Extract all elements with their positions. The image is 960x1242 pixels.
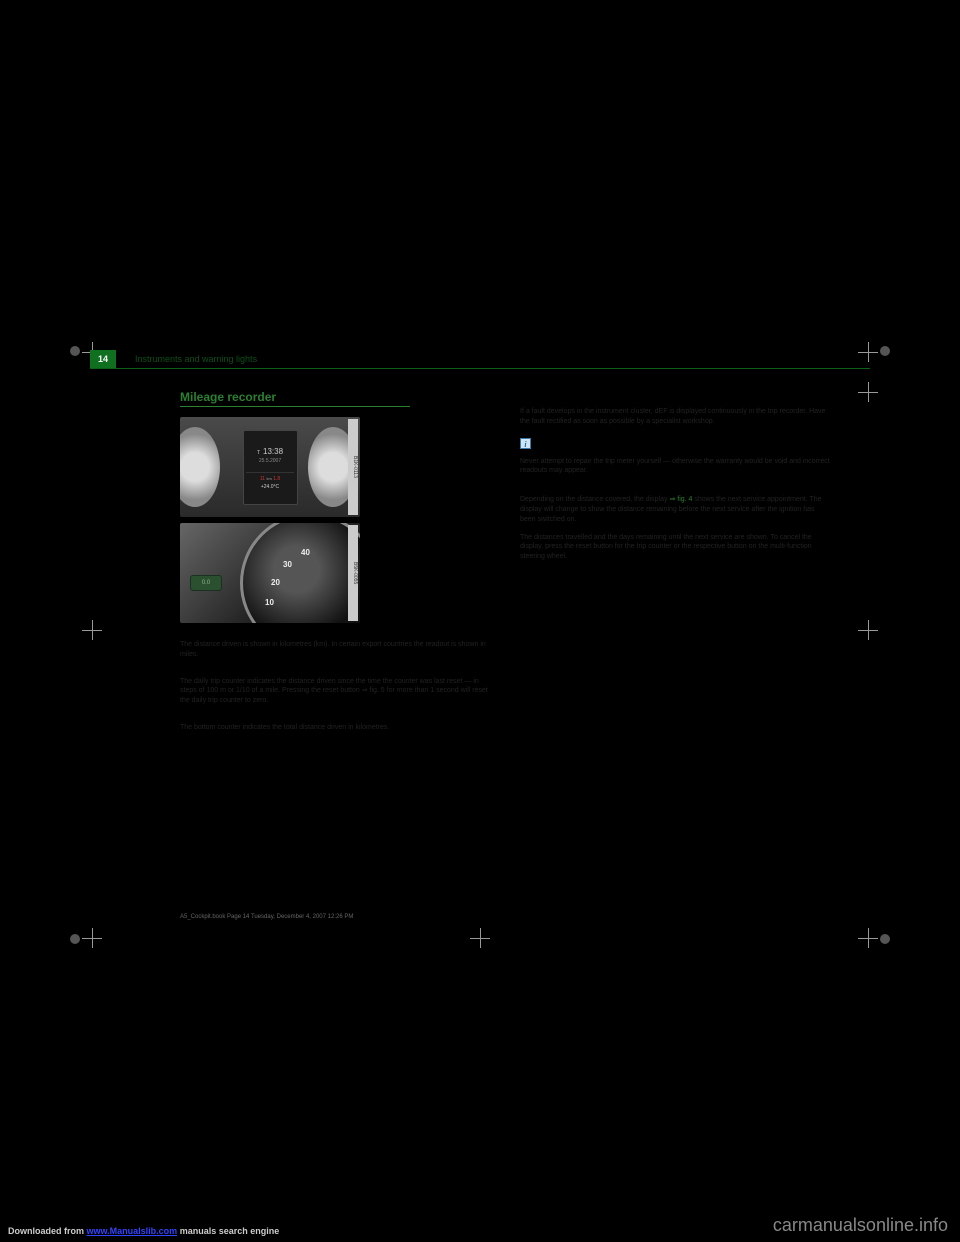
figure-ref: ⇒ fig. 5 <box>362 687 387 694</box>
note-title: Note <box>539 441 557 450</box>
speedo-tick: 40 <box>301 548 310 557</box>
gauge-left <box>180 427 220 507</box>
subheading: Distance driven <box>180 629 490 638</box>
download-suffix: manuals search engine <box>177 1226 279 1236</box>
crop-mark <box>858 382 878 402</box>
odo-right: 1.8 <box>273 476 280 482</box>
header-rule <box>90 368 870 369</box>
registration-dot <box>70 934 80 944</box>
download-prefix: Downloaded from <box>8 1226 87 1236</box>
manual-page: 14 Instruments and warning lights Mileag… <box>90 350 870 940</box>
text-fragment: Depending on the distance covered, the d… <box>520 496 669 503</box>
mileage-row: 11 km 1.8 +24.0°C <box>246 472 294 490</box>
info-icon: i <box>520 438 531 449</box>
date-value: 25.5.2007 <box>259 458 281 464</box>
registration-dot <box>880 934 890 944</box>
crop-mark <box>470 928 490 948</box>
subheading: Bottom (total) mileage recorder <box>180 712 490 721</box>
page-number: 14 <box>90 350 116 368</box>
right-column: Fault display If a fault develops in the… <box>520 390 830 900</box>
note-block: i Note Never attempt to repair the trip … <box>520 435 830 477</box>
paragraph: If a fault develops in the instrument cl… <box>520 407 830 427</box>
figure-code: B5K-0055 <box>348 525 358 621</box>
section-title: Mileage recorder <box>180 390 410 407</box>
crop-mark <box>858 342 878 362</box>
speedo-tick: 20 <box>271 578 280 587</box>
subheading: Reset button <box>180 666 490 675</box>
time-value: 13:38 <box>263 447 283 456</box>
paragraph: The distances travelled and the days rem… <box>520 533 830 562</box>
figure-code: B1K-0113 <box>348 419 358 515</box>
speedo-tick: 30 <box>283 560 292 569</box>
odo-unit: km <box>266 476 271 481</box>
speedometer: 10 20 30 40 <box>240 523 360 623</box>
temperature-value: +24.0°C <box>246 484 294 490</box>
registration-dot <box>70 346 80 356</box>
site-watermark: carmanualsonline.info <box>773 1215 948 1236</box>
crop-mark <box>82 928 102 948</box>
download-source: Downloaded from www.Manualslib.com manua… <box>8 1226 279 1236</box>
odo-left: 11 <box>260 476 265 482</box>
figure-ref: ⇒ fig. 4 <box>669 496 692 503</box>
pdf-footer-meta: A5_Cockpit.book Page 14 Tuesday, Decembe… <box>180 914 353 920</box>
crop-mark <box>858 620 878 640</box>
note-body: Never attempt to repair the trip meter y… <box>520 457 830 477</box>
paragraph: The bottom counter indicates the total d… <box>180 723 490 733</box>
content-columns: Mileage recorder T 13:38 25.5.2007 11 km… <box>180 390 830 900</box>
manualslib-link[interactable]: www.Manualslib.com <box>87 1226 178 1236</box>
time-icon: T <box>257 450 260 456</box>
paragraph: The distance driven is shown in kilometr… <box>180 640 490 660</box>
dashboard-display: T 13:38 25.5.2007 11 km 1.8 +24.0°C <box>243 430 298 505</box>
figure-reset-button: 10 20 30 40 0.0 B5K-0055 <box>180 523 360 623</box>
trip-reset-button: 0.0 <box>190 575 222 591</box>
subheading: Fault display <box>520 396 830 405</box>
paragraph: Depending on the distance covered, the d… <box>520 495 830 524</box>
page-header: Instruments and warning lights <box>135 354 257 364</box>
paragraph: The daily trip counter indicates the dis… <box>180 677 490 706</box>
crop-mark <box>858 928 878 948</box>
left-column: Mileage recorder T 13:38 25.5.2007 11 km… <box>180 390 490 900</box>
speedo-tick: 10 <box>265 598 274 607</box>
registration-dot <box>880 346 890 356</box>
subheading: Service interval display <box>520 484 830 493</box>
crop-mark <box>82 620 102 640</box>
figure-mileage-display: T 13:38 25.5.2007 11 km 1.8 +24.0°C B1K-… <box>180 417 360 517</box>
